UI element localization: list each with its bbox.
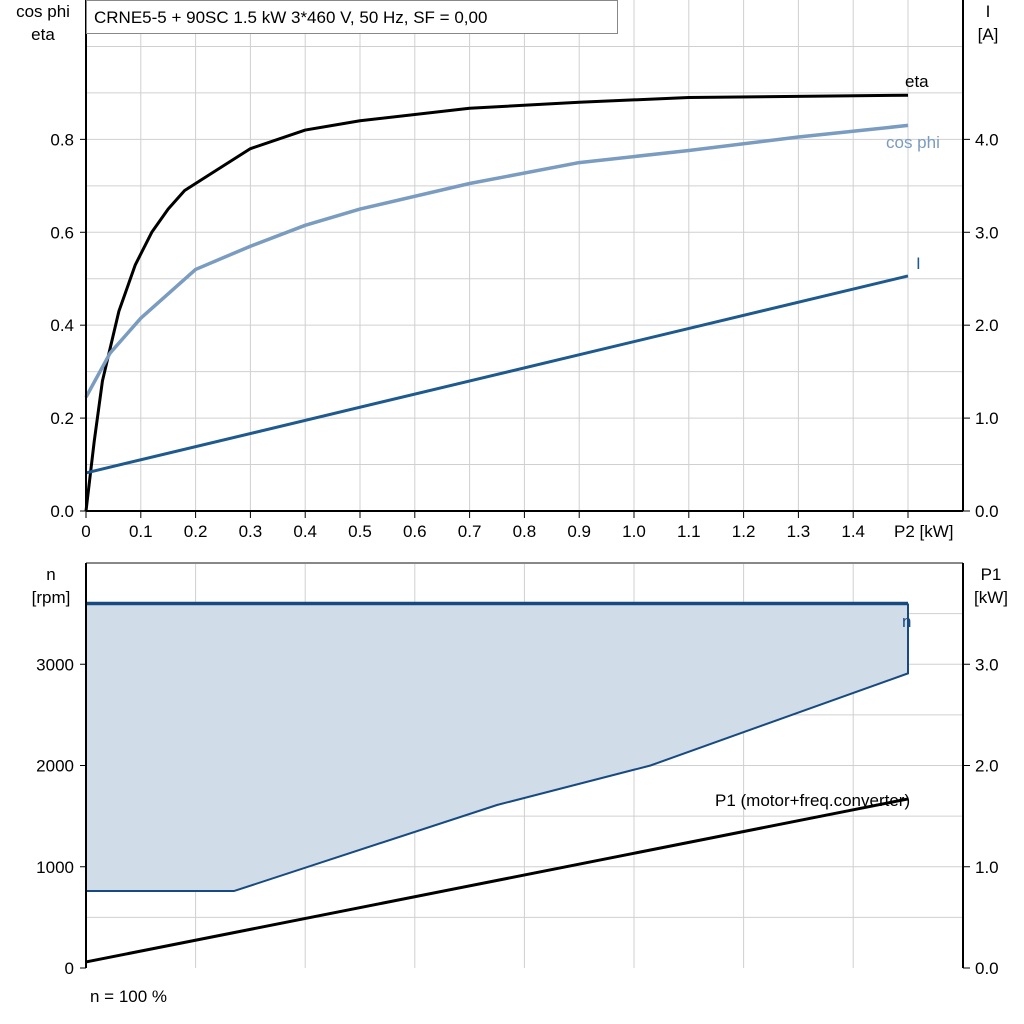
chart-title: CRNE5-5 + 90SC 1.5 kW 3*460 V, 50 Hz, SF… (94, 8, 487, 27)
y-tick-label-right: 3.0 (975, 223, 999, 242)
x-tick-label: 0.9 (567, 522, 591, 541)
series-line-p1 (85, 797, 909, 964)
axes (80, 0, 970, 969)
x-tick-label: 0 (81, 522, 90, 541)
y-tick-label-left: 3000 (36, 655, 74, 674)
speed-lower-line (86, 603, 909, 893)
labels: eta cos phi In P1 (motor+freq.converter) 0 0.… (16, 2, 1008, 978)
y-tick-label-right: 2.0 (975, 757, 999, 776)
y-tick-label-right: 4.0 (975, 130, 999, 149)
y-tick-label-left: 0.2 (50, 409, 74, 428)
y-tick-label-left: 1000 (36, 858, 74, 877)
y-axis-title-left: cos phi (16, 2, 70, 21)
title-box (86, 0, 618, 34)
series-label-n: n (902, 612, 911, 631)
x-tick-label: 1.4 (841, 522, 865, 541)
y-tick-label-left: 0.0 (50, 502, 74, 521)
footer-note: n = 100 % (90, 987, 167, 1006)
x-tick-label: 0.8 (513, 522, 537, 541)
y-axis-title-left: eta (31, 25, 55, 44)
y-tick-label-left: 0 (65, 959, 74, 978)
y-tick-label-left: 0.4 (50, 316, 74, 335)
y-axis-title-right: I (986, 2, 991, 21)
series-label-cos-phi: cos phi (886, 133, 940, 152)
x-tick-label: 0.5 (348, 522, 372, 541)
series-line-i (85, 274, 909, 475)
x-tick-label: 1.2 (732, 522, 756, 541)
x-tick-label: 0.7 (458, 522, 482, 541)
top-grid (86, 0, 963, 511)
y-tick-label-right: 1.0 (975, 858, 999, 877)
y-axis-title-left: [rpm] (32, 588, 71, 607)
x-axis-label: P2 [kW] (894, 522, 954, 541)
y-tick-label-right: 2.0 (975, 316, 999, 335)
x-tick-label: 0.1 (129, 522, 153, 541)
y-tick-label-left: 0.8 (50, 130, 74, 149)
y-tick-label-left: 0.6 (50, 223, 74, 242)
x-tick-label: 0.3 (239, 522, 263, 541)
x-tick-label: 1.0 (622, 522, 646, 541)
x-tick-label: 1.1 (677, 522, 701, 541)
y-axis-title-left: n (46, 565, 55, 584)
x-tick-label: 0.4 (293, 522, 317, 541)
x-tick-label: 1.3 (787, 522, 811, 541)
y-axis-title-right: [A] (978, 25, 999, 44)
marks (84, 93, 909, 964)
series-line-eta (84, 93, 909, 512)
series-label-eta: eta (905, 72, 929, 91)
y-tick-label-right: 3.0 (975, 655, 999, 674)
y-axis-title-right: [kW] (974, 588, 1008, 607)
y-tick-label-right: 1.0 (975, 409, 999, 428)
x-tick-label: 0.6 (403, 522, 427, 541)
series-label-p1: P1 (motor+freq.converter) (715, 791, 910, 810)
x-tick-label: 0.2 (184, 522, 208, 541)
series-line-cos-phi (84, 123, 909, 399)
y-tick-label-left: 2000 (36, 757, 74, 776)
y-tick-label-right: 0.0 (975, 502, 999, 521)
y-axis-title-right: P1 (981, 565, 1002, 584)
speed-range-area (86, 603, 908, 892)
series-label-current: I (916, 254, 921, 273)
y-tick-label-right: 0.0 (975, 959, 999, 978)
